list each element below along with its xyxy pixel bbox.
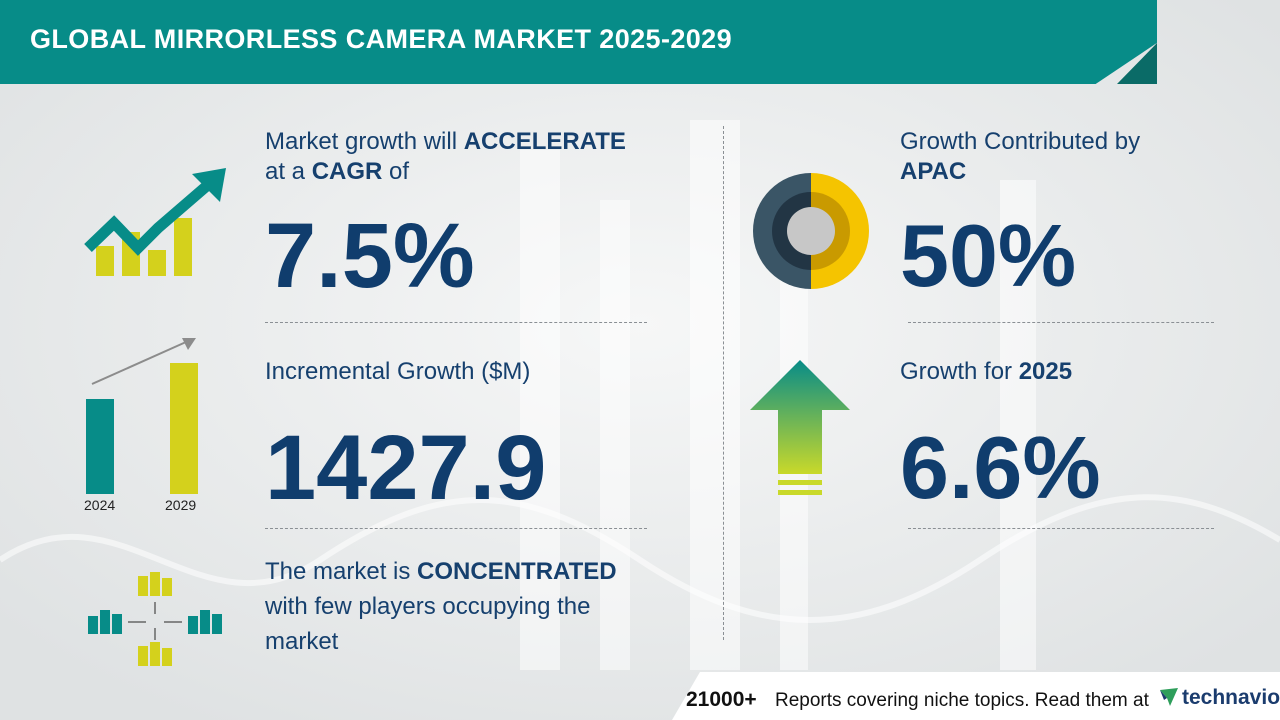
yoy-value: 6.6% — [900, 418, 1101, 517]
banner-fold — [1117, 43, 1157, 84]
incremental-value: 1427.9 — [265, 417, 547, 519]
concentration-line1: The market is CONCENTRATED — [265, 558, 617, 585]
report-count: 21000+ — [686, 688, 757, 711]
divider — [908, 322, 1214, 323]
region-label: Growth Contributed by — [900, 128, 1141, 155]
year-start-label: 2024 — [84, 497, 116, 513]
divider — [265, 322, 647, 323]
donut-chart-icon — [753, 173, 869, 289]
technavio-logo-icon[interactable] — [1158, 686, 1180, 708]
region-name: APAC — [900, 158, 967, 185]
header-banner — [0, 0, 1157, 84]
incremental-label: Incremental Growth ($M) — [265, 358, 531, 385]
divider — [265, 528, 647, 529]
cagr-value: 7.5% — [265, 205, 475, 307]
footer-bar — [672, 672, 1280, 720]
cagr-label-line1: Market growth will ACCELERATE — [265, 128, 626, 155]
yoy-label: Growth for 2025 — [900, 358, 1073, 385]
cagr-label-line2: at a CAGR of — [265, 158, 410, 185]
incremental-bars-icon — [86, 338, 198, 494]
market-players-icon — [88, 572, 222, 666]
page-title: GLOBAL MIRRORLESS CAMERA MARKET 2025-202… — [30, 24, 733, 54]
year-end-label: 2029 — [165, 497, 197, 513]
region-value: 50% — [900, 206, 1077, 305]
concentration-line2: with few players occupying the — [265, 593, 591, 620]
divider — [908, 528, 1214, 529]
technavio-brand-link[interactable]: technavio — [1182, 686, 1280, 709]
column-divider — [723, 126, 724, 640]
growth-chart-icon — [84, 168, 226, 276]
concentration-line3: market — [265, 628, 339, 655]
footer-text: Reports covering niche topics. Read them… — [775, 690, 1149, 711]
up-arrow-icon — [750, 360, 850, 495]
